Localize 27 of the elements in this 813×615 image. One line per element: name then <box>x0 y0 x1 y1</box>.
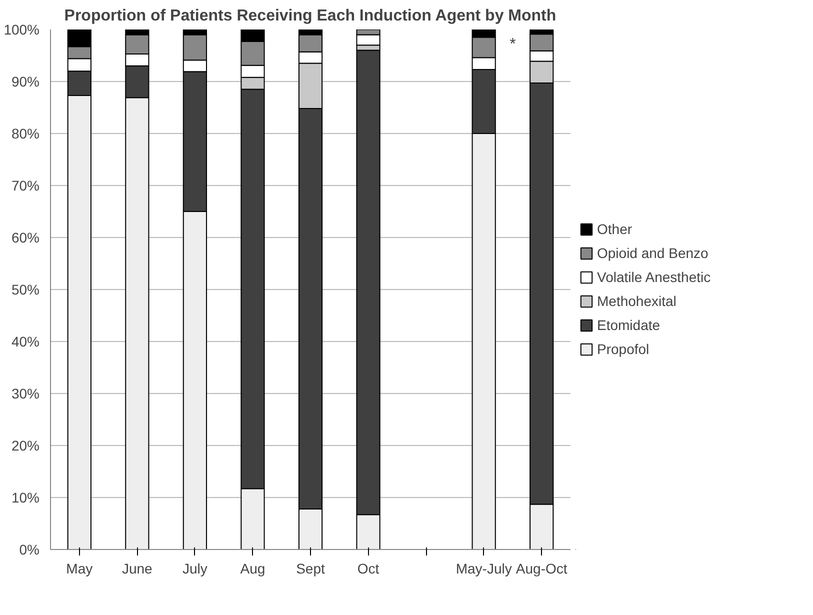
y-tick-label: 70% <box>11 178 40 194</box>
chart-title: Proportion of Patients Receiving Each Induction Agent by Month <box>64 8 556 24</box>
legend-label: Methohexital <box>597 293 676 309</box>
x-tick-label: May <box>66 560 93 576</box>
y-tick-label: 0% <box>19 542 40 558</box>
x-tick-label: June <box>122 560 153 576</box>
legend-label: Opioid and Benzo <box>597 245 708 261</box>
y-tick-label: 100% <box>4 22 40 38</box>
x-tick-label: Sept <box>296 560 326 576</box>
annotation: * <box>510 36 516 53</box>
y-tick-label: 90% <box>11 74 40 90</box>
y-tick-label: 50% <box>11 282 40 298</box>
legend-label: Propofol <box>597 341 650 357</box>
y-tick-label: 40% <box>11 334 40 350</box>
legend-label: Other <box>597 221 632 237</box>
y-tick-label: 20% <box>11 438 40 454</box>
legend-label: Etomidate <box>597 317 660 333</box>
x-tick-label: Aug-Oct <box>516 560 568 576</box>
y-tick-label: 30% <box>11 386 40 402</box>
legend-label: Volatile Anesthetic <box>597 269 711 285</box>
x-tick-label: Aug <box>240 560 266 576</box>
y-tick-label: 60% <box>11 230 40 246</box>
x-tick-label: July <box>182 560 208 576</box>
x-tick-label: May-July <box>456 560 512 576</box>
y-tick-label: 10% <box>11 490 40 506</box>
y-tick-label: 80% <box>11 126 40 142</box>
x-tick-label: Oct <box>357 560 380 576</box>
